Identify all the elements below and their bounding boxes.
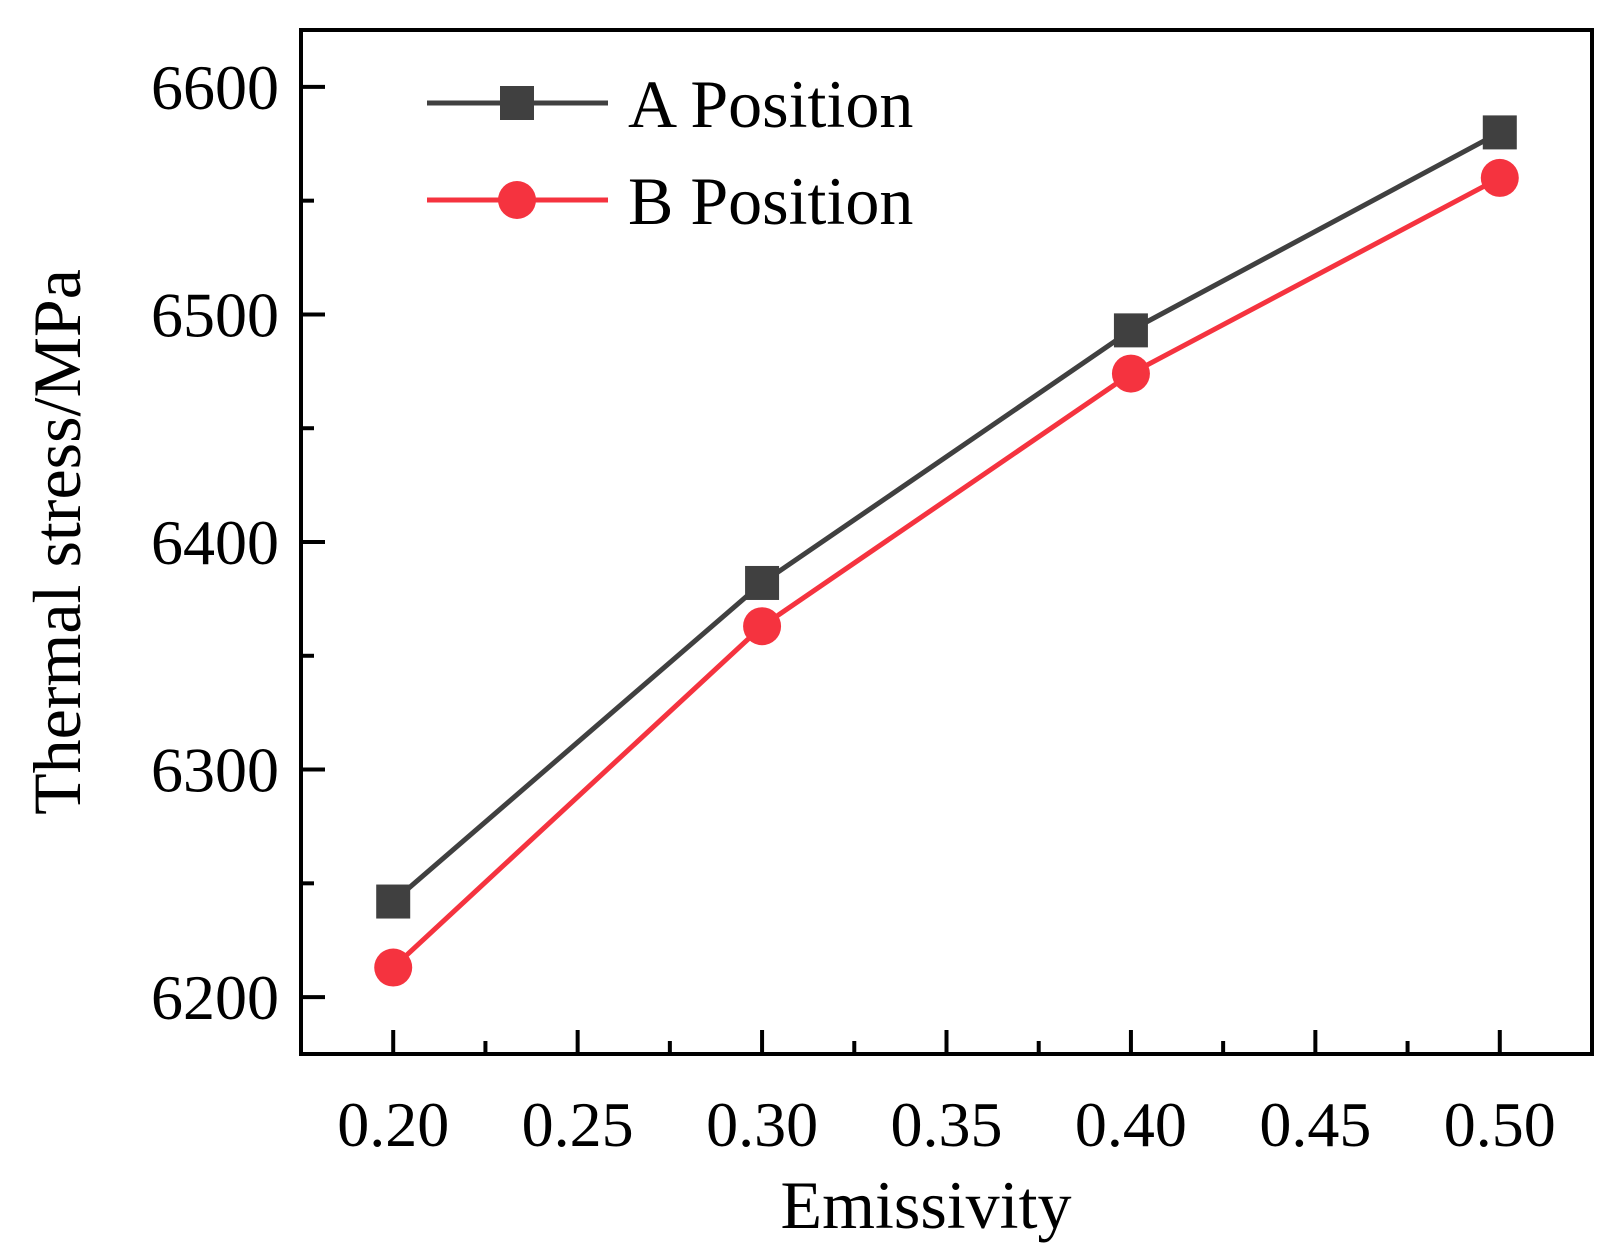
data-point: [1111, 354, 1150, 393]
series-line: [391, 130, 1501, 904]
x-tick-label: 0.50: [1444, 1089, 1556, 1160]
y-axis-title: Thermal stress/MPa: [19, 269, 95, 815]
y-tick-label: 6600: [151, 52, 279, 123]
data-point: [1113, 313, 1148, 348]
legend-marker: [498, 181, 536, 219]
x-tick-label: 0.25: [522, 1089, 634, 1160]
data-point: [745, 565, 780, 600]
data-point: [1480, 158, 1519, 197]
x-tick-label: 0.45: [1259, 1089, 1371, 1160]
series-a-position: [376, 115, 1517, 919]
y-axis-tick-labels: 6200 6300 6400 6500 6600: [151, 52, 279, 1033]
y-tick-label: 6300: [151, 735, 279, 806]
y-tick-label: 6200: [151, 962, 279, 1033]
x-axis-ticks: [391, 1030, 1502, 1054]
x-tick-label: 0.35: [891, 1089, 1003, 1160]
x-axis-title: Emissivity: [781, 1167, 1072, 1243]
data-point: [374, 948, 413, 987]
x-tick-label: 0.40: [1075, 1089, 1187, 1160]
legend-item-b-position: B Position: [427, 163, 913, 239]
legend: A Position B Position: [427, 66, 913, 239]
x-tick-label: 0.20: [337, 1089, 449, 1160]
x-tick-label: 0.30: [706, 1089, 818, 1160]
legend-marker: [500, 86, 534, 120]
data-point: [376, 884, 411, 919]
y-axis-ticks: [301, 84, 325, 1000]
legend-item-a-position: A Position: [427, 66, 913, 142]
plot-area: [299, 28, 1594, 1056]
series-layer: [374, 115, 1519, 987]
data-point: [1482, 115, 1517, 150]
y-tick-label: 6500: [151, 279, 279, 350]
series-line: [391, 175, 1501, 970]
legend-label: B Position: [628, 163, 913, 239]
series-b-position: [374, 158, 1519, 987]
data-point: [743, 607, 782, 646]
y-tick-label: 6400: [151, 507, 279, 578]
legend-label: A Position: [628, 66, 913, 142]
plot-frame: [299, 28, 1594, 1056]
x-axis-tick-labels: 0.20 0.25 0.30 0.35 0.40 0.45 0.50: [337, 1089, 1556, 1160]
